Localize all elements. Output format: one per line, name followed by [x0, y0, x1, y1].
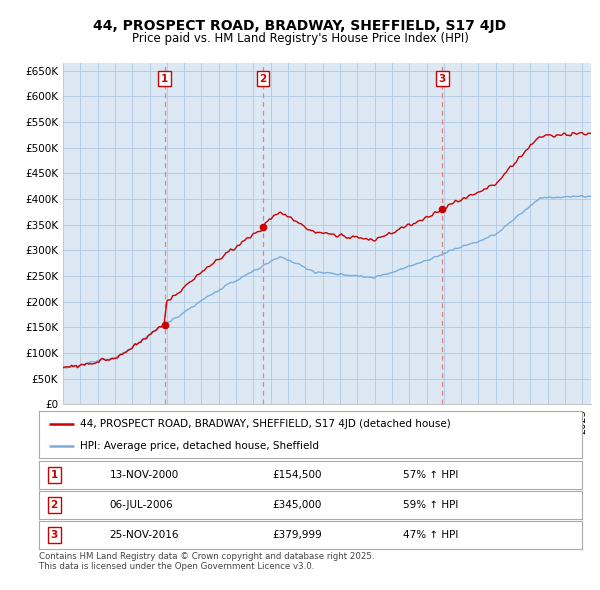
Text: 1: 1 — [161, 74, 169, 84]
Text: 47% ↑ HPI: 47% ↑ HPI — [403, 530, 458, 540]
Text: 2: 2 — [259, 74, 266, 84]
Text: 1: 1 — [50, 470, 58, 480]
Text: 3: 3 — [439, 74, 446, 84]
Text: £379,999: £379,999 — [272, 530, 322, 540]
Text: 44, PROSPECT ROAD, BRADWAY, SHEFFIELD, S17 4JD: 44, PROSPECT ROAD, BRADWAY, SHEFFIELD, S… — [94, 19, 506, 33]
Text: £154,500: £154,500 — [272, 470, 322, 480]
Text: 59% ↑ HPI: 59% ↑ HPI — [403, 500, 458, 510]
Text: Contains HM Land Registry data © Crown copyright and database right 2025.
This d: Contains HM Land Registry data © Crown c… — [39, 552, 374, 571]
Text: 2: 2 — [50, 500, 58, 510]
Text: 25-NOV-2016: 25-NOV-2016 — [110, 530, 179, 540]
Text: 13-NOV-2000: 13-NOV-2000 — [110, 470, 179, 480]
Text: Price paid vs. HM Land Registry's House Price Index (HPI): Price paid vs. HM Land Registry's House … — [131, 32, 469, 45]
Text: HPI: Average price, detached house, Sheffield: HPI: Average price, detached house, Shef… — [80, 441, 319, 451]
Text: 06-JUL-2006: 06-JUL-2006 — [110, 500, 173, 510]
Text: 57% ↑ HPI: 57% ↑ HPI — [403, 470, 458, 480]
Text: 44, PROSPECT ROAD, BRADWAY, SHEFFIELD, S17 4JD (detached house): 44, PROSPECT ROAD, BRADWAY, SHEFFIELD, S… — [80, 419, 451, 429]
Text: £345,000: £345,000 — [272, 500, 322, 510]
Text: 3: 3 — [50, 530, 58, 540]
